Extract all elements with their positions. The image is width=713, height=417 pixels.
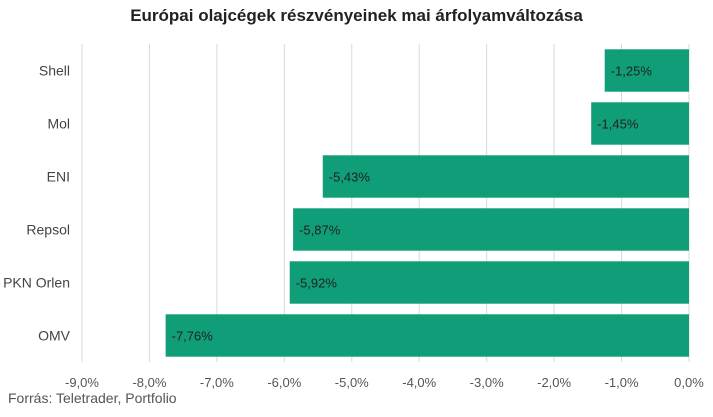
data-label: -1,25% <box>611 64 653 79</box>
x-tick-label: -6,0% <box>267 375 301 390</box>
data-label: -5,43% <box>329 170 371 185</box>
x-tick-label: -5,0% <box>335 375 369 390</box>
x-axis-tick-labels: -9,0% -8,0% -7,0% -6,0% -5,0% -4,0% -3,0% -2,0%… <box>65 375 704 390</box>
category-label: Repsol <box>26 222 70 238</box>
bar <box>165 314 689 357</box>
x-tick-label: -9,0% <box>65 375 99 390</box>
bar <box>289 261 689 304</box>
chart-title: Európai olajcégek részvényeinek mai árfo… <box>130 6 583 25</box>
x-tick-label: -7,0% <box>200 375 234 390</box>
category-label: ENI <box>47 169 70 185</box>
x-tick-label: 0,0% <box>674 375 704 390</box>
bar <box>591 102 689 145</box>
category-label: PKN Orlen <box>3 275 70 291</box>
data-label: -5,87% <box>299 223 341 238</box>
x-tick-label: -3,0% <box>470 375 504 390</box>
bar <box>604 49 689 92</box>
bars: -1,25% -1,45% -5,43% -5,87% -5,92% -7,76% <box>165 49 689 357</box>
category-label: Mol <box>47 116 70 132</box>
x-tick-label: -2,0% <box>537 375 571 390</box>
data-label: -7,76% <box>172 329 214 344</box>
category-labels: Shell Mol ENI Repsol PKN Orlen OMV <box>3 63 71 344</box>
data-label: -1,45% <box>597 117 639 132</box>
grid-lines <box>81 44 690 362</box>
x-tick-label: -4,0% <box>402 375 436 390</box>
bar <box>293 208 689 251</box>
bar <box>322 155 689 198</box>
category-label: OMV <box>38 328 71 344</box>
data-label: -5,92% <box>296 276 338 291</box>
category-label: Shell <box>39 63 70 79</box>
x-tick-label: -1,0% <box>605 375 639 390</box>
x-tick-label: -8,0% <box>132 375 166 390</box>
source-note: Forrás: Teletrader, Portfolio <box>8 390 177 406</box>
